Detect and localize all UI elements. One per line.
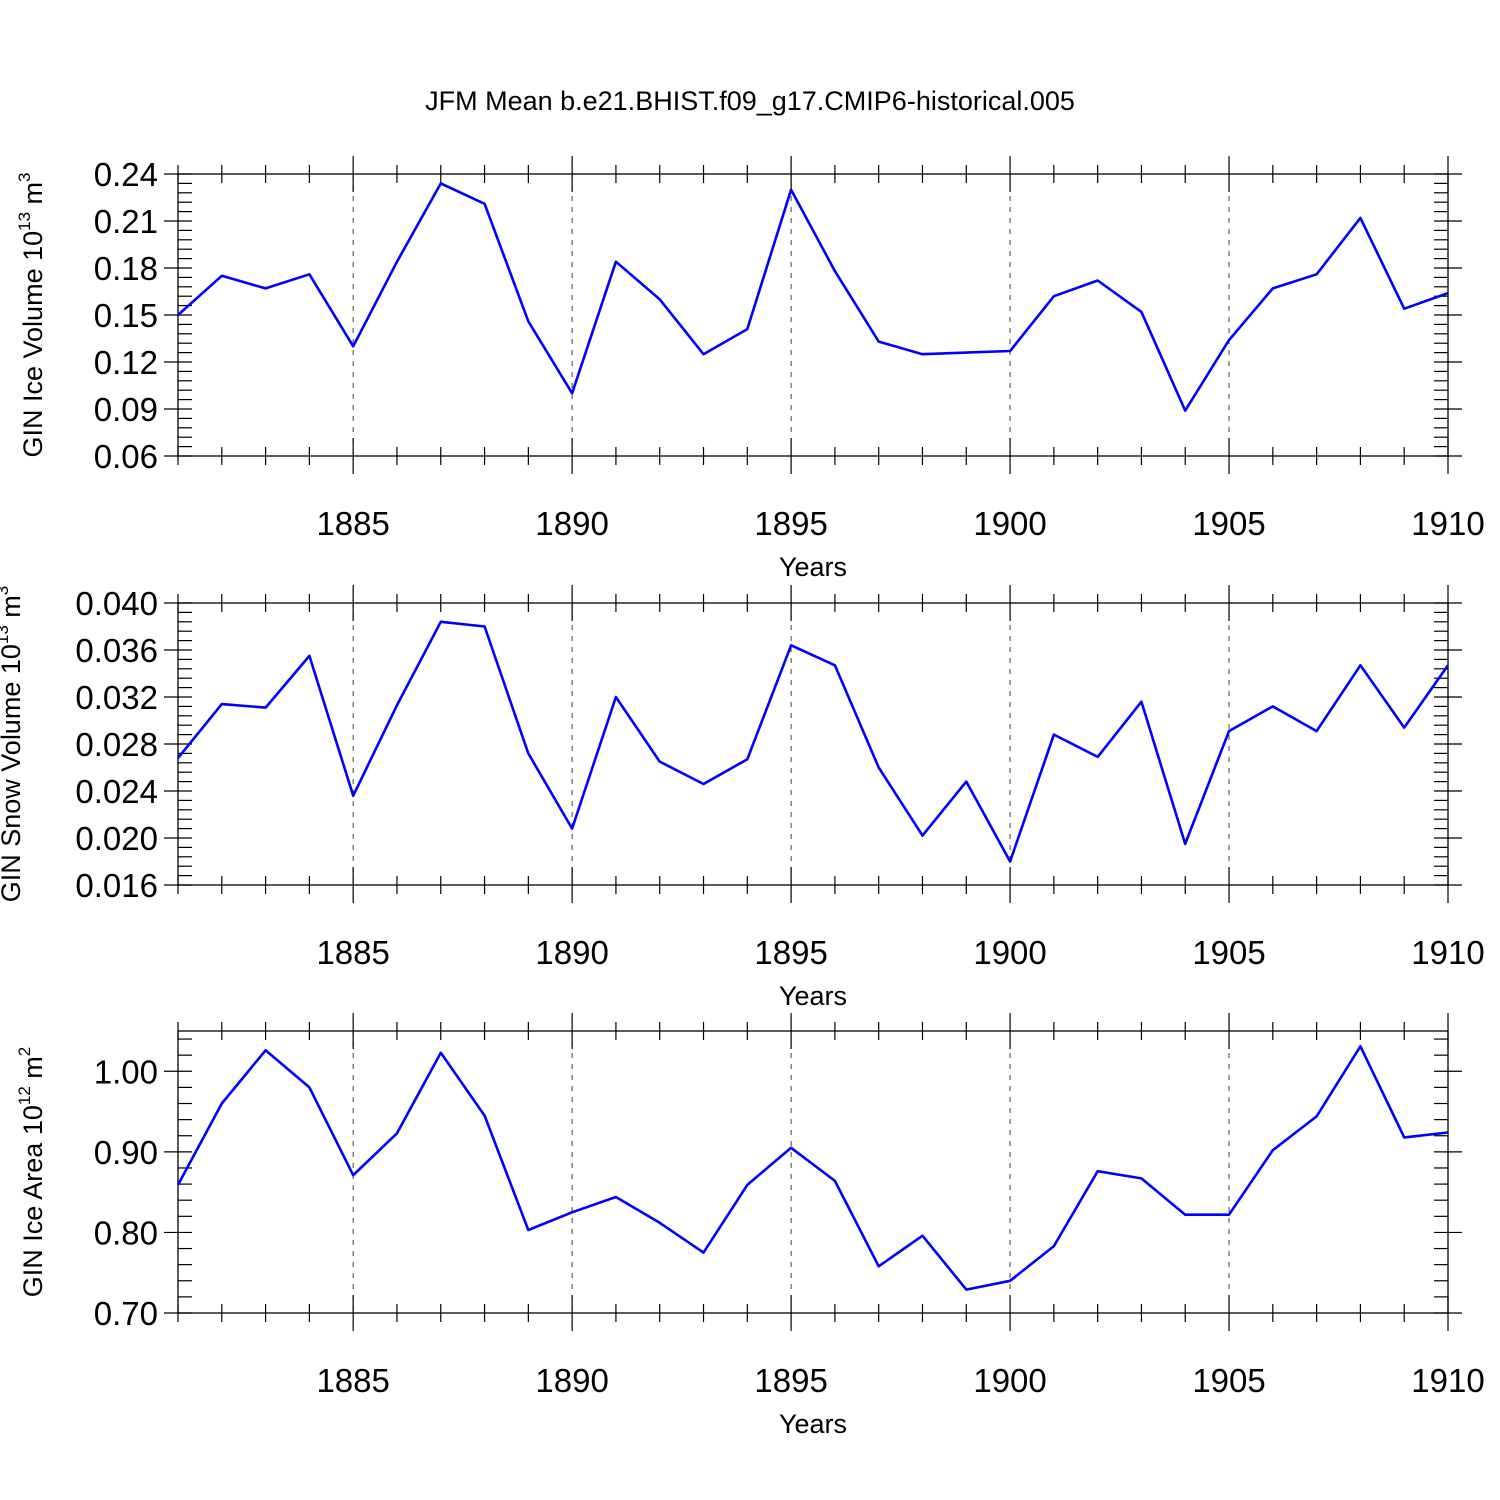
x-tick-label: 1895 <box>754 934 827 971</box>
y-axis-title-main: GIN Snow Volume 10 <box>0 644 26 902</box>
x-tick-label: 1910 <box>1411 1362 1484 1399</box>
y-tick-label: 0.09 <box>94 391 158 428</box>
x-tick-label: 1910 <box>1411 934 1484 971</box>
y-axis-title: GIN Ice Area 1012 m2 <box>15 1047 48 1298</box>
x-tick-label: 1900 <box>973 934 1046 971</box>
y-axis-title-exponent: 12 <box>15 1086 34 1105</box>
x-tick-label: 1905 <box>1192 934 1265 971</box>
series-line-gin-snow-volume <box>176 620 1450 863</box>
y-axis-title-unit-exponent: 3 <box>15 172 34 181</box>
x-axis-title: Years <box>779 1409 847 1439</box>
x-tick-label: 1885 <box>316 505 389 542</box>
x-tick-label: 1885 <box>316 934 389 971</box>
plot-frame <box>177 602 1449 886</box>
y-tick-label: 0.020 <box>75 820 158 857</box>
y-axis-title-unit-exponent: 2 <box>15 1047 34 1056</box>
x-tick-label: 1890 <box>535 1362 608 1399</box>
y-axis-title-unit: m <box>18 1056 48 1086</box>
y-tick-label: 0.90 <box>94 1134 158 1171</box>
y-tick-label: 0.024 <box>75 773 158 810</box>
x-tick-label: 1890 <box>535 934 608 971</box>
y-axis-title-unit: m <box>0 595 26 625</box>
y-tick-label: 0.028 <box>75 726 158 763</box>
y-tick-label: 0.70 <box>94 1295 158 1332</box>
series-line-gin-ice-volume <box>177 182 1449 412</box>
chart-panel-1: 0.06 0.09 0.12 0.15 0.18 0.21 0.24 1885 1890 1895… <box>15 156 1485 582</box>
x-tick-label: 1905 <box>1192 505 1265 542</box>
y-tick-label: 0.24 <box>94 156 158 193</box>
x-axis-title: Years <box>779 981 847 1011</box>
series-line-gin-ice-area <box>176 1045 1449 1291</box>
x-tick-label: 1905 <box>1192 1362 1265 1399</box>
y-axis-title-exponent: 13 <box>15 212 34 231</box>
y-axis-title: GIN Snow Volume 1013 m3 <box>0 586 26 903</box>
y-tick-label: 0.06 <box>94 438 158 475</box>
x-tick-label: 1890 <box>535 505 608 542</box>
x-axis-title: Years <box>779 552 847 582</box>
y-axis-title-unit: m <box>18 182 48 212</box>
y-axis-title-main: GIN Ice Volume 10 <box>18 231 48 458</box>
chart-panels: 0.06 0.09 0.12 0.15 0.18 0.21 0.24 1885 1890 1895… <box>0 156 1485 1439</box>
x-tick-label: 1900 <box>973 505 1046 542</box>
y-tick-label: 0.80 <box>94 1214 158 1251</box>
y-axis-title-exponent: 13 <box>0 625 12 644</box>
x-tick-label: 1900 <box>973 1362 1046 1399</box>
y-axis-title-main: GIN Ice Area 10 <box>18 1105 48 1297</box>
plot-frame <box>177 1030 1449 1314</box>
y-tick-label: 0.21 <box>94 203 158 240</box>
y-tick-label: 0.15 <box>94 297 158 334</box>
y-tick-label: 0.036 <box>75 632 158 669</box>
y-tick-label: 0.040 <box>75 585 158 622</box>
y-axis-title: GIN Ice Volume 1013 m3 <box>15 172 48 457</box>
chart-panel-3: 0.70 0.80 0.90 1.00 1885 1890 1895 1900 1905 1910… <box>15 1013 1485 1439</box>
chart-panel-2: 0.016 0.020 0.024 0.028 0.032 0.036 0.040 1885 1… <box>0 585 1485 1011</box>
y-tick-label: 0.032 <box>75 679 158 716</box>
x-tick-label: 1910 <box>1411 505 1484 542</box>
figure-title: JFM Mean b.e21.BHIST.f09_g17.CMIP6-histo… <box>425 86 1075 116</box>
y-axis-title-unit-exponent: 3 <box>0 586 12 595</box>
x-tick-label: 1885 <box>316 1362 389 1399</box>
x-tick-label: 1895 <box>754 1362 827 1399</box>
y-tick-label: 1.00 <box>94 1053 158 1090</box>
y-tick-label: 0.18 <box>94 250 158 287</box>
y-tick-label: 0.016 <box>75 867 158 904</box>
y-tick-label: 0.12 <box>94 344 158 381</box>
x-tick-label: 1895 <box>754 505 827 542</box>
